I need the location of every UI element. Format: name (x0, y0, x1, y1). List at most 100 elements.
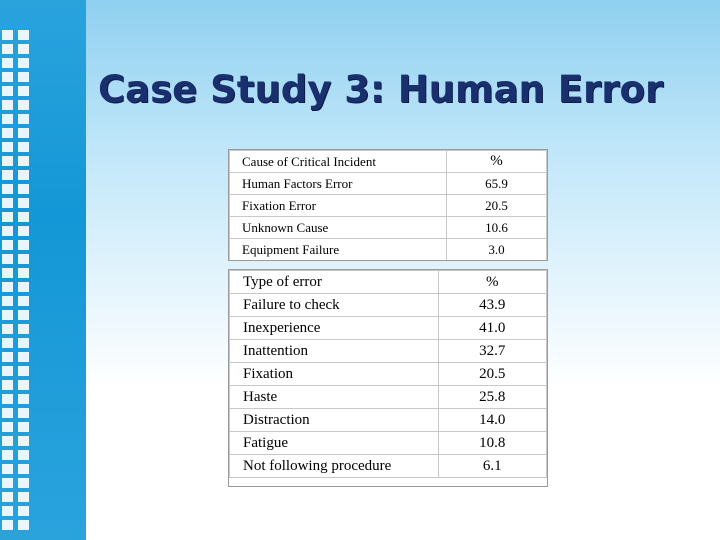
error-type-cell: Inexperience (229, 316, 439, 340)
square-decoration (2, 86, 13, 96)
square-decoration (2, 156, 13, 166)
square-decoration (2, 352, 13, 362)
square-decoration (2, 478, 13, 488)
square-decoration (2, 436, 13, 446)
square-decoration (18, 310, 29, 320)
square-decoration (18, 464, 29, 474)
percent-cell: 32.7 (437, 339, 548, 363)
error-type-cell: Fatigue (229, 431, 439, 455)
square-decoration (18, 268, 29, 278)
error-type-table: Type of error % Failure to check 43.9 In… (229, 270, 548, 478)
cause-cell: Unknown Cause (228, 216, 448, 239)
square-decoration (2, 58, 13, 68)
square-decoration (18, 380, 29, 390)
table-row: Fixation 20.5 (229, 362, 548, 386)
square-decoration (2, 422, 13, 432)
error-type-cell: Inattention (229, 339, 439, 363)
square-decoration (18, 114, 29, 124)
square-decoration (18, 478, 29, 488)
square-decoration (18, 156, 29, 166)
square-decoration (2, 254, 13, 264)
square-decoration (2, 408, 13, 418)
square-decoration (18, 422, 29, 432)
percent-cell: 14.0 (437, 408, 548, 432)
square-decoration (18, 100, 29, 110)
cause-cell: Human Factors Error (228, 172, 448, 195)
cause-cell: Fixation Error (228, 194, 448, 217)
square-decoration (2, 142, 13, 152)
square-decoration (18, 352, 29, 362)
square-decoration (18, 338, 29, 348)
header-percent: % (446, 150, 547, 173)
square-decoration (2, 100, 13, 110)
percent-cell: 10.8 (437, 431, 548, 455)
table-row: Inattention 32.7 (229, 339, 548, 363)
error-type-cell: Distraction (229, 408, 439, 432)
square-decoration (18, 492, 29, 502)
table-header-row: Type of error % (229, 270, 548, 294)
table-row: Haste 25.8 (229, 385, 548, 409)
percent-cell: 41.0 (437, 316, 548, 340)
percent-cell: 20.5 (446, 194, 547, 217)
square-decoration (18, 520, 29, 530)
square-decoration (18, 324, 29, 334)
percent-cell: 25.8 (437, 385, 548, 409)
percent-cell: 6.1 (437, 454, 548, 478)
square-decoration (18, 394, 29, 404)
square-decoration (2, 170, 13, 180)
table-row: Distraction 14.0 (229, 408, 548, 432)
square-decoration (2, 520, 13, 530)
square-decoration (2, 380, 13, 390)
square-decoration (2, 184, 13, 194)
error-type-cell: Not following procedure (229, 454, 439, 478)
square-decoration (2, 296, 13, 306)
square-decoration (18, 296, 29, 306)
square-decoration (18, 86, 29, 96)
table-row: Not following procedure 6.1 (229, 454, 548, 478)
square-decoration (2, 212, 13, 222)
square-decoration (2, 72, 13, 82)
square-decoration (18, 44, 29, 54)
percent-cell: 43.9 (437, 293, 548, 317)
header-error-type: Type of error (229, 270, 439, 294)
square-decoration (18, 212, 29, 222)
square-decoration (2, 506, 13, 516)
square-decoration (2, 30, 13, 40)
square-decoration (2, 128, 13, 138)
sidebar-decoration (0, 0, 86, 540)
square-decoration (18, 170, 29, 180)
square-decoration (2, 450, 13, 460)
square-decoration (2, 310, 13, 320)
square-decoration (2, 394, 13, 404)
square-decoration (2, 240, 13, 250)
square-decoration (2, 338, 13, 348)
table-row: Unknown Cause 10.6 (228, 216, 547, 239)
square-decoration (2, 324, 13, 334)
square-decoration (18, 366, 29, 376)
percent-cell: 65.9 (446, 172, 547, 195)
square-decoration (2, 366, 13, 376)
square-decoration (2, 268, 13, 278)
table-row: Equipment Failure 3.0 (228, 238, 547, 261)
square-decoration (2, 464, 13, 474)
table-row: Human Factors Error 65.9 (228, 172, 547, 195)
square-decoration (18, 58, 29, 68)
error-type-cell: Haste (229, 385, 439, 409)
table-row: Inexperience 41.0 (229, 316, 548, 340)
square-decoration (18, 408, 29, 418)
square-decoration (2, 114, 13, 124)
square-decoration (18, 184, 29, 194)
square-decoration (2, 44, 13, 54)
cause-cell: Equipment Failure (228, 238, 448, 261)
critical-incident-table: Cause of Critical Incident % Human Facto… (228, 150, 547, 261)
square-decoration (18, 198, 29, 208)
table-row: Fixation Error 20.5 (228, 194, 547, 217)
square-decoration (18, 72, 29, 82)
percent-cell: 3.0 (446, 238, 547, 261)
percent-cell: 10.6 (446, 216, 547, 239)
percent-cell: 20.5 (437, 362, 548, 386)
square-decoration (18, 450, 29, 460)
square-decoration (2, 492, 13, 502)
error-type-cell: Failure to check (229, 293, 439, 317)
square-decoration (18, 436, 29, 446)
